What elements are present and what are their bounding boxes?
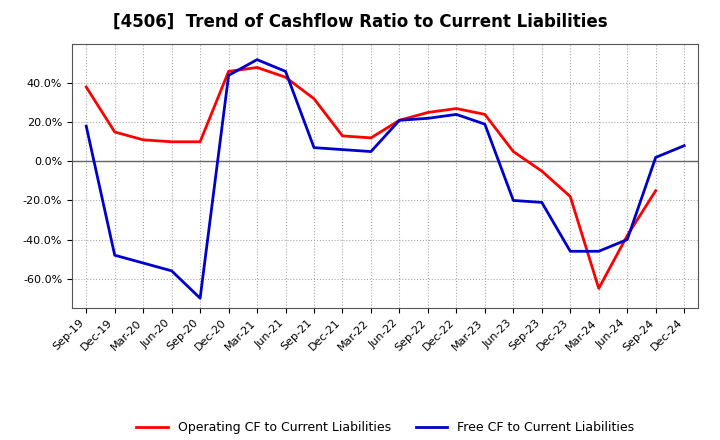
Operating CF to Current Liabilities [139, 137, 148, 143]
Free CF to Current Liabilities [253, 57, 261, 62]
Operating CF to Current Liabilities [652, 188, 660, 193]
Free CF to Current Liabilities [423, 116, 432, 121]
Free CF to Current Liabilities [652, 155, 660, 160]
Free CF to Current Liabilities [537, 200, 546, 205]
Free CF to Current Liabilities [509, 198, 518, 203]
Operating CF to Current Liabilities [196, 139, 204, 144]
Free CF to Current Liabilities [395, 117, 404, 123]
Operating CF to Current Liabilities [82, 84, 91, 90]
Free CF to Current Liabilities [310, 145, 318, 150]
Free CF to Current Liabilities [595, 249, 603, 254]
Free CF to Current Liabilities [338, 147, 347, 152]
Operating CF to Current Liabilities [225, 69, 233, 74]
Operating CF to Current Liabilities [110, 129, 119, 135]
Operating CF to Current Liabilities [537, 169, 546, 174]
Operating CF to Current Liabilities [338, 133, 347, 139]
Operating CF to Current Liabilities [282, 75, 290, 80]
Free CF to Current Liabilities [566, 249, 575, 254]
Free CF to Current Liabilities [480, 121, 489, 127]
Operating CF to Current Liabilities [509, 149, 518, 154]
Free CF to Current Liabilities [282, 69, 290, 74]
Free CF to Current Liabilities [110, 253, 119, 258]
Free CF to Current Liabilities [196, 296, 204, 301]
Free CF to Current Liabilities [452, 112, 461, 117]
Operating CF to Current Liabilities [595, 286, 603, 291]
Operating CF to Current Liabilities [566, 194, 575, 199]
Line: Operating CF to Current Liabilities: Operating CF to Current Liabilities [86, 67, 656, 289]
Free CF to Current Liabilities [82, 124, 91, 129]
Free CF to Current Liabilities [225, 73, 233, 78]
Operating CF to Current Liabilities [366, 135, 375, 140]
Free CF to Current Liabilities [623, 237, 631, 242]
Free CF to Current Liabilities [139, 260, 148, 266]
Free CF to Current Liabilities [680, 143, 688, 148]
Operating CF to Current Liabilities [480, 112, 489, 117]
Operating CF to Current Liabilities [452, 106, 461, 111]
Operating CF to Current Liabilities [423, 110, 432, 115]
Operating CF to Current Liabilities [167, 139, 176, 144]
Operating CF to Current Liabilities [623, 233, 631, 238]
Operating CF to Current Liabilities [253, 65, 261, 70]
Legend: Operating CF to Current Liabilities, Free CF to Current Liabilities: Operating CF to Current Liabilities, Fre… [131, 416, 639, 439]
Operating CF to Current Liabilities [310, 96, 318, 101]
Line: Free CF to Current Liabilities: Free CF to Current Liabilities [86, 60, 684, 298]
Free CF to Current Liabilities [366, 149, 375, 154]
Free CF to Current Liabilities [167, 268, 176, 274]
Text: [4506]  Trend of Cashflow Ratio to Current Liabilities: [4506] Trend of Cashflow Ratio to Curren… [113, 13, 607, 31]
Operating CF to Current Liabilities [395, 117, 404, 123]
